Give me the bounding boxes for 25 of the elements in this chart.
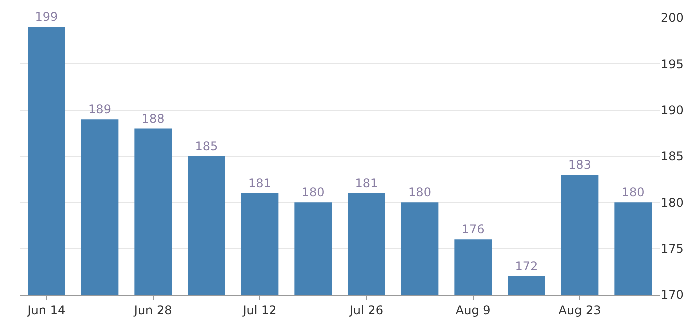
y-tick-label: 185 — [661, 150, 684, 164]
data-label: 180 — [302, 186, 325, 200]
data-label: 181 — [248, 176, 272, 190]
y-tick-label: 200 — [661, 11, 684, 26]
data-label: 180 — [408, 186, 432, 200]
y-tick-label: 180 — [661, 196, 684, 210]
data-label: 185 — [195, 140, 218, 154]
x-tick-label: Jul 26 — [348, 303, 384, 318]
data-label: 189 — [88, 102, 112, 117]
data-label: 181 — [355, 176, 378, 190]
data-label: 172 — [515, 260, 538, 274]
x-tick-label: Aug 9 — [456, 303, 491, 318]
y-tick-label: 195 — [661, 57, 684, 72]
x-tick-label: Jul 12 — [242, 303, 277, 318]
y-tick-label: 190 — [661, 104, 684, 118]
data-label: 183 — [568, 158, 592, 172]
data-label: 176 — [462, 222, 485, 237]
data-label: 188 — [142, 112, 165, 126]
y-tick-label: 170 — [661, 288, 684, 302]
x-tick-label: Jun 28 — [133, 303, 172, 318]
x-tick-label: Jun 14 — [26, 303, 66, 318]
y-tick-label: 175 — [661, 242, 684, 256]
data-label: 180 — [622, 186, 645, 200]
x-tick-label: Aug 23 — [558, 303, 602, 318]
data-label: 199 — [35, 10, 58, 24]
